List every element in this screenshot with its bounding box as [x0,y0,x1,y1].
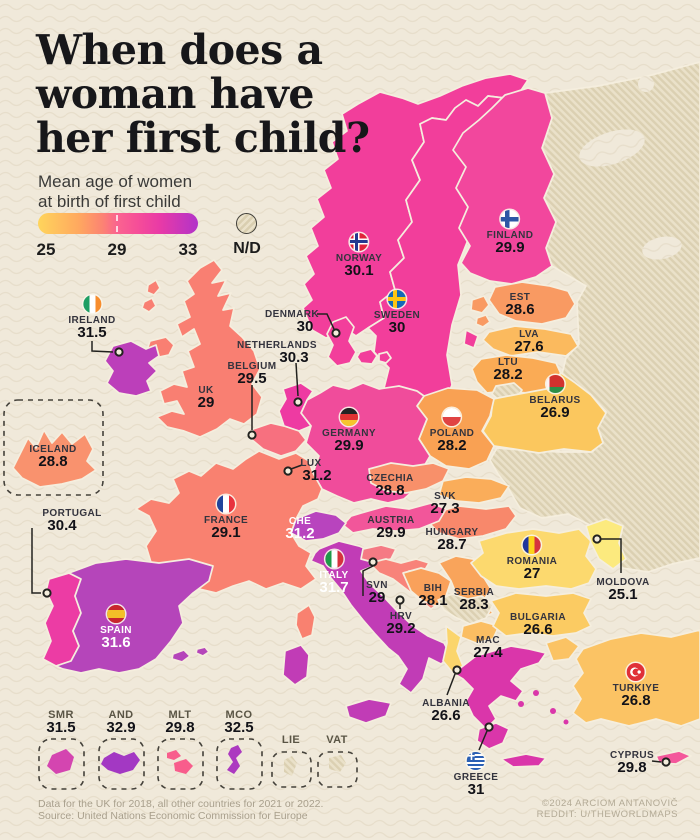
no-data-swatch-icon [236,213,257,234]
no-data-label: N/D [233,240,261,257]
leader-lux [290,464,303,470]
country-shape-aegean-isle [533,690,539,696]
country-shape-estonia [488,281,576,325]
mini-shape-vatican [329,755,346,772]
country-shape-balearic [171,649,191,663]
leader-cyprus [651,760,662,763]
lake-shape [642,236,682,260]
leader-greece [478,730,488,751]
inset-box-mco [216,738,263,790]
country-shape-hebrides [141,297,157,313]
legend-tick-33: 33 [178,240,198,259]
country-shape-sicily [345,698,392,724]
title-line: woman have [36,70,314,118]
footer-line: Data for the UK for 2018, all other coun… [38,798,324,810]
country-shape-peloponnese [476,722,510,750]
leader-moldova [601,538,622,573]
mini-shape-malta [167,750,181,760]
country-shape-greece [452,645,547,730]
legend-subtitle-line: at birth of first child [38,192,181,211]
credit-line: ©2024 ARCIOM ANTANOVIČ [541,798,678,809]
title-line: her first child? [36,114,370,162]
country-shape-belgium [250,422,307,457]
country-shape-hebrides [146,279,161,296]
country-shape-gotland [463,329,479,349]
leader-dot [331,328,341,338]
leader-dot [592,534,602,544]
legend-tick-25: 25 [36,240,56,259]
leader-dot [452,665,462,675]
country-shape-switzerland [290,510,347,542]
country-shape-france [135,450,323,594]
leader-ireland [91,341,114,353]
author-credit: ©2024 ARCIOM ANTANOVIČ REDDIT: U/THEWORL… [537,798,678,820]
data-source-note: Data for the UK for 2018, all other coun… [38,798,323,822]
inset-box-smr [38,738,85,790]
inset-box-and [98,738,145,790]
leader-dot [484,722,494,732]
country-shape-finland [452,87,557,285]
country-shape-bulgaria [490,592,592,637]
country-shape-denmark-isle [378,351,392,364]
mini-shape-liechtenstein [284,756,297,776]
country-shape-aegean-isle [563,719,569,725]
page-title: When does a woman have her first child? [36,28,370,160]
leader-slovenia [362,565,374,596]
leader-dot [247,430,257,440]
country-shape-balearic [195,646,210,657]
country-shape-aegean-isle [550,708,556,714]
mini-shape-monaco [227,745,242,774]
leader-netherlands [295,362,299,397]
region-montenegro-kosovo-nd [437,593,494,625]
legend-subtitle-line: Mean age of women [38,172,193,191]
legend-tick-29: 29 [107,240,127,259]
inset-box-vat [317,751,358,788]
country-shape-iceland [12,429,97,488]
footer-line: Source: United Nations Economic Commissi… [38,810,308,822]
country-shape-great-britain [156,259,263,438]
leader-albania [446,673,456,696]
country-shape-corsica [295,604,316,640]
leader-dot [283,466,293,476]
legend-midpoint-marker [116,215,118,232]
country-shape-sardinia [282,644,310,686]
country-shape-turkiye-europe [545,636,580,662]
country-shape-estonia-isle [475,314,491,328]
country-shape-slovakia [438,476,510,504]
leader-dot [661,757,671,767]
leader-dot [395,595,405,605]
mini-shape-san-marino [47,749,74,774]
legend-subtitle: Mean age of women at birth of first chil… [38,172,192,212]
inset-box-lie [271,751,312,788]
mini-shape-andorra [101,752,140,774]
country-shape-aegean-isle [518,701,524,707]
lake-shape [638,76,654,92]
leader-dot [368,557,378,567]
legend-gradient-bar [38,213,198,234]
country-shape-netherlands [278,382,314,432]
country-shape-spain [55,558,214,674]
leader-dot [114,347,124,357]
mini-shape-malta [174,759,193,774]
title-line: When does a [36,26,323,74]
leader-dot [293,397,303,407]
country-shape-crete [500,753,547,768]
country-shape-hungary [428,505,517,540]
country-shape-latvia [482,325,579,357]
inset-box-mlt [157,738,204,790]
country-shape-romania [470,528,597,590]
credit-line: REDDIT: U/THEWORLDMAPS [536,809,678,820]
country-shape-denmark-isle [356,348,378,365]
leader-portugal [31,528,41,594]
lake-shape [579,129,645,167]
leader-denmark [317,313,335,330]
country-shape-estonia-isle [470,295,490,314]
country-shape-moldova [585,518,627,570]
leader-dot [42,588,52,598]
